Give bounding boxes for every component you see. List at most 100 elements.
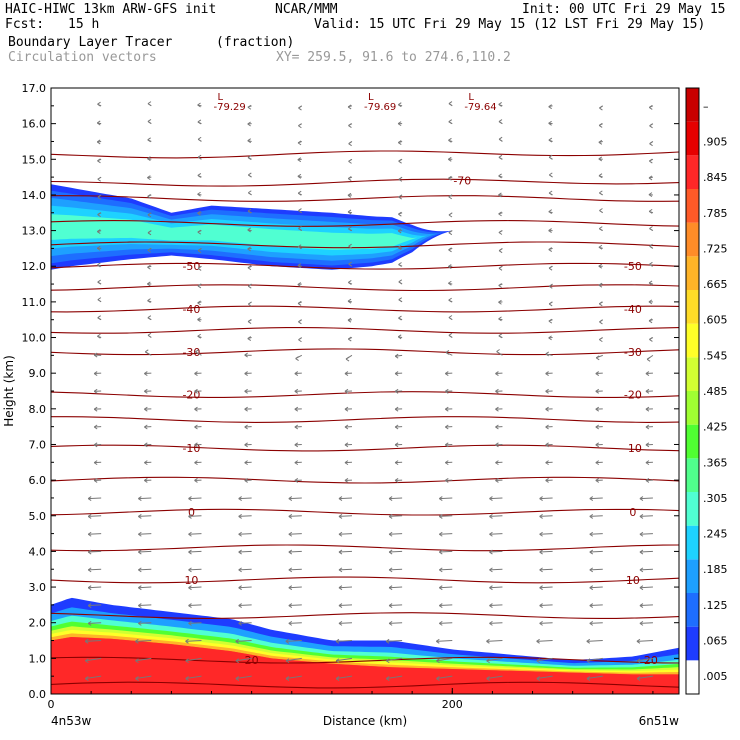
vector-arrowhead bbox=[599, 319, 603, 325]
isotherm-line-minor-7 bbox=[51, 241, 679, 249]
vector-arrowhead bbox=[338, 531, 343, 537]
colorbar-label: .245 bbox=[703, 528, 728, 541]
vector-arrowhead bbox=[589, 513, 594, 519]
vector-arrowhead bbox=[445, 424, 449, 430]
vector-arrow bbox=[188, 550, 202, 553]
vector-arrowhead bbox=[639, 513, 644, 519]
isotherm-line-7 bbox=[51, 262, 679, 270]
colorbar-label: .725 bbox=[703, 242, 728, 255]
vector-arrowhead bbox=[93, 371, 98, 376]
vector-arrowhead bbox=[147, 212, 152, 218]
vector-arrowhead bbox=[539, 496, 543, 502]
vector-arrowhead bbox=[347, 336, 352, 342]
vector-arrow bbox=[138, 604, 152, 607]
isotherm-line-4 bbox=[51, 391, 679, 398]
vector-arrowhead bbox=[144, 460, 148, 466]
vector-arrowhead bbox=[548, 154, 553, 160]
vector-arrow bbox=[589, 568, 603, 571]
tracer-core-low bbox=[51, 637, 679, 694]
vector-arrowhead bbox=[97, 101, 101, 107]
vector-arrowhead bbox=[135, 676, 139, 681]
vector-arrowhead bbox=[147, 137, 151, 143]
vector-arrowhead bbox=[498, 230, 503, 235]
vector-arrowhead bbox=[147, 281, 151, 287]
vector-arrow bbox=[188, 497, 202, 500]
vector-arrowhead bbox=[298, 319, 302, 325]
vector-arrowhead bbox=[247, 155, 252, 160]
vector-arrow bbox=[389, 533, 403, 535]
vector-arrowhead bbox=[288, 620, 293, 626]
vector-arrowhead bbox=[388, 620, 393, 626]
vector-arrowhead bbox=[398, 297, 403, 303]
vector-arrow bbox=[288, 550, 302, 553]
vector-arrow bbox=[489, 622, 503, 624]
org-label: NCAR/MMM bbox=[275, 2, 338, 17]
y-tick-label: 17.0 bbox=[22, 82, 47, 95]
vector-arrowhead bbox=[648, 280, 653, 286]
low-marker-value-0: -79.29 bbox=[214, 102, 246, 113]
vector-arrowhead bbox=[244, 460, 248, 466]
vector-arrowhead bbox=[87, 513, 92, 519]
xy-coords: XY= 259.5, 91.6 to 274.6,110.2 bbox=[276, 50, 511, 65]
vector-arrow bbox=[338, 515, 352, 517]
vector-arrowhead bbox=[188, 513, 192, 519]
vector-arrowhead bbox=[548, 247, 553, 252]
vector-arrowhead bbox=[545, 442, 549, 448]
vector-arrowhead bbox=[548, 209, 553, 215]
vector-arrowhead bbox=[244, 371, 248, 376]
vector-arrowhead bbox=[197, 248, 202, 253]
vector-arrowhead bbox=[397, 228, 402, 234]
vector-arrowhead bbox=[394, 406, 399, 412]
vector-arrowhead bbox=[636, 676, 641, 681]
vector-arrowhead bbox=[448, 264, 452, 270]
vector-arrowhead bbox=[297, 263, 302, 268]
vector-arrowhead bbox=[294, 442, 299, 448]
colorbar-label: .485 bbox=[703, 385, 728, 398]
vector-arrowhead bbox=[144, 442, 148, 448]
vector-arrowhead bbox=[448, 315, 453, 320]
vector-arrowhead bbox=[595, 371, 600, 376]
vector-arrowhead bbox=[539, 603, 543, 608]
colorbar-swatch bbox=[686, 357, 699, 391]
vector-arrowhead bbox=[646, 356, 651, 362]
vector-arrowhead bbox=[338, 585, 343, 591]
vector-arrow bbox=[639, 515, 653, 517]
vector-arrowhead bbox=[197, 173, 202, 178]
vector-arrowhead bbox=[235, 638, 239, 644]
vector-arrow bbox=[539, 568, 553, 571]
vector-arrow bbox=[188, 515, 202, 517]
vector-arrowhead bbox=[589, 585, 594, 591]
vector-arrowhead bbox=[495, 442, 499, 448]
isotherm-label-4-1: -20 bbox=[624, 389, 642, 402]
vector-arrowhead bbox=[147, 156, 151, 162]
vector-arrowhead bbox=[97, 315, 101, 321]
isotherm-label-6-1: -40 bbox=[624, 303, 642, 316]
vector-arrowhead bbox=[297, 300, 302, 306]
vector-arrowhead bbox=[138, 585, 142, 591]
vector-arrowhead bbox=[338, 567, 343, 573]
vector-arrowhead bbox=[439, 620, 443, 626]
vector-arrowhead bbox=[388, 513, 393, 519]
vector-arrow bbox=[138, 622, 152, 624]
low-marker-value-2: -79.64 bbox=[464, 102, 496, 113]
vector-arrowhead bbox=[93, 442, 98, 448]
vector-arrowhead bbox=[439, 531, 443, 537]
vector-arrowhead bbox=[539, 513, 543, 519]
vector-arrowhead bbox=[386, 676, 390, 681]
vector-arrowhead bbox=[347, 176, 352, 181]
vector-arrow bbox=[288, 515, 302, 517]
vector-arrowhead bbox=[398, 262, 402, 267]
vector-arrowhead bbox=[648, 175, 653, 181]
vector-arrowhead bbox=[347, 192, 352, 198]
vector-arrow bbox=[589, 622, 603, 624]
vector-arrowhead bbox=[486, 676, 490, 681]
vector-arrowhead bbox=[194, 478, 198, 483]
init-time: Init: 00 UTC Fri 29 May 15 bbox=[522, 2, 726, 17]
fcst-value: 15 h bbox=[68, 17, 100, 32]
vector-arrowhead bbox=[385, 638, 390, 644]
vector-arrow bbox=[288, 622, 302, 624]
vector-arrowhead bbox=[295, 356, 299, 362]
vector-arrowhead bbox=[495, 478, 499, 483]
colorbar-label: .365 bbox=[703, 456, 728, 469]
vector-arrowhead bbox=[439, 496, 443, 502]
